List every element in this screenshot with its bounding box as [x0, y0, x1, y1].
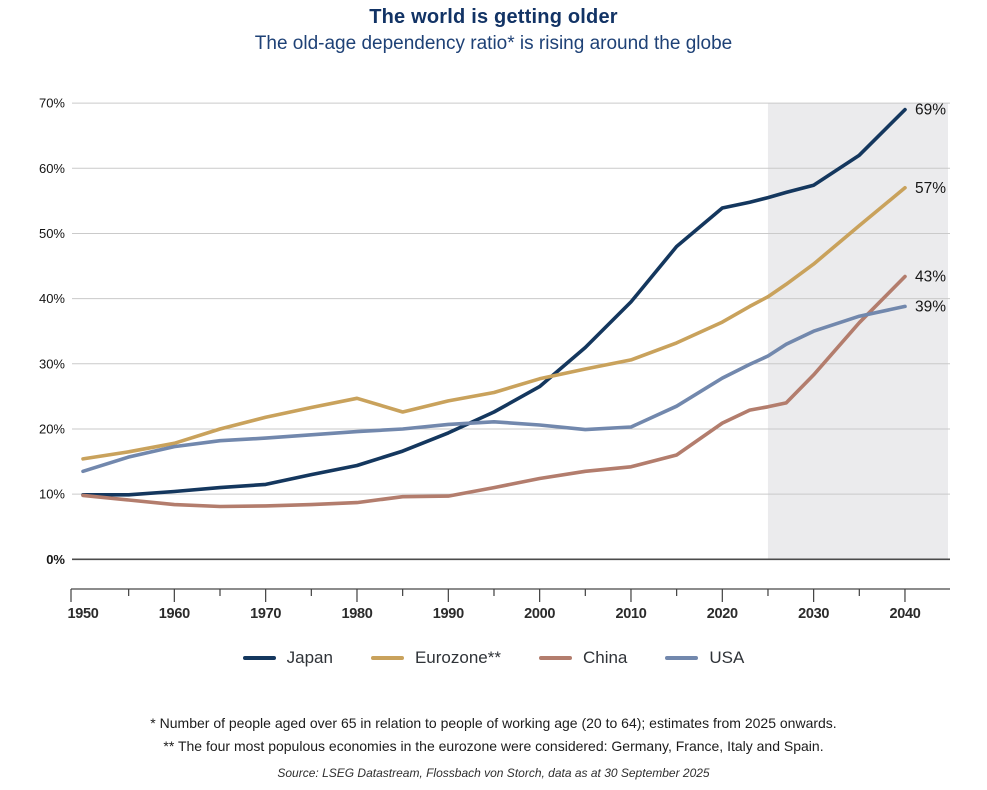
legend-label-japan: Japan [286, 648, 333, 667]
x-tick-label-2030: 2030 [798, 606, 829, 622]
x-tick-label-1980: 1980 [341, 606, 372, 622]
china-line-swatch [538, 656, 572, 660]
legend-item-japan: Japan [242, 648, 333, 668]
chart-title: The world is getting older [369, 6, 618, 28]
footnote-1: * Number of people aged over 65 in relat… [150, 715, 837, 731]
legend-item-china: China [538, 648, 628, 668]
end-label-eurozone: 57% [915, 180, 946, 197]
y-tick-label-50: 50% [39, 226, 65, 241]
x-tick-label-2000: 2000 [524, 606, 555, 622]
x-tick-label-1950: 1950 [67, 606, 98, 622]
legend-label-eurozone: Eurozone** [414, 648, 501, 667]
legend-label-usa: USA [709, 648, 745, 667]
y-tick-label-30: 30% [39, 356, 65, 371]
y-tick-label-70: 70% [39, 96, 65, 111]
japan-line-swatch [242, 656, 276, 660]
end-label-japan: 69% [915, 102, 946, 119]
end-label-usa: 39% [915, 298, 946, 315]
line-chart: 70% 60% 50% 40% 30% 20% 10% 0% 1950 1960 1970 1980 1… [39, 96, 950, 622]
y-tick-label-60: 60% [39, 161, 65, 176]
x-tick-label-1970: 1970 [250, 606, 281, 622]
end-label-china: 43% [915, 268, 946, 285]
x-tick-label-1960: 1960 [159, 606, 190, 622]
chart-subtitle: The old-age dependency ratio* is rising … [254, 33, 733, 54]
x-tick-label-2020: 2020 [707, 606, 738, 622]
y-tick-label-10: 10% [39, 487, 65, 502]
x-tick-label-2010: 2010 [615, 606, 646, 622]
y-tick-label-0: 0% [46, 552, 65, 567]
legend-item-usa: USA [665, 648, 744, 668]
series-line-eurozone [81, 186, 907, 461]
forecast-band [767, 103, 948, 560]
y-tick-label-40: 40% [39, 291, 65, 306]
legend: Japan Eurozone** China USA [0, 648, 987, 668]
y-tick-label-20: 20% [39, 421, 65, 436]
legend-label-china: China [582, 648, 628, 667]
series-line-usa [81, 304, 907, 474]
series-line-china [81, 274, 907, 509]
source-line: Source: LSEG Datastream, Flossbach von S… [277, 766, 710, 780]
x-tick-label-1990: 1990 [433, 606, 464, 622]
footnotes: * Number of people aged over 65 in relat… [0, 712, 987, 758]
usa-line-swatch [665, 656, 699, 660]
eurozone-line-swatch [370, 656, 404, 660]
series-line-japan [81, 107, 907, 497]
legend-item-eurozone: Eurozone** [370, 648, 501, 668]
footnote-2: ** The four most populous economies in t… [163, 738, 824, 754]
x-tick-label-2040: 2040 [889, 606, 920, 622]
